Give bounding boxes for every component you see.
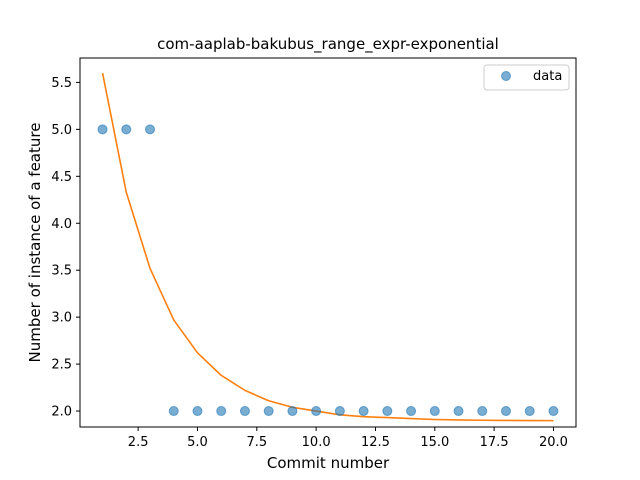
x-tick-label: 10.0	[302, 435, 331, 450]
x-tick-label: 5.0	[187, 435, 208, 450]
data-point	[311, 406, 322, 417]
y-tick-label: 4.0	[51, 217, 72, 232]
data-point	[477, 406, 488, 417]
y-axis-ticks: 2.0 2.5 3.0 3.5 4.0 4.5 5.0 5.5	[51, 76, 80, 420]
data-point	[287, 406, 298, 417]
data-point	[453, 406, 464, 417]
x-axis-ticks: 2.5 5.0 7.5 10.0 12.5 15.0 17.5 20.0	[128, 427, 568, 450]
data-point	[192, 406, 203, 417]
y-tick-label: 5.0	[51, 123, 72, 138]
data-point	[121, 124, 132, 135]
data-point	[216, 406, 227, 417]
x-tick-label: 20.0	[539, 435, 568, 450]
data-point	[145, 124, 156, 135]
legend: data	[483, 64, 570, 91]
data-point	[429, 406, 440, 417]
y-tick-label: 2.0	[51, 405, 72, 420]
y-tick-label: 2.5	[51, 358, 72, 373]
data-point	[358, 406, 369, 417]
data-point	[168, 406, 179, 417]
y-tick-label: 5.5	[51, 76, 72, 91]
y-tick-label: 3.0	[51, 311, 72, 326]
x-tick-label: 2.5	[128, 435, 149, 450]
x-tick-label: 12.5	[361, 435, 390, 450]
data-point	[97, 124, 108, 135]
data-point	[382, 406, 393, 417]
x-axis-label: Commit number	[267, 454, 390, 472]
x-tick-label: 17.5	[480, 435, 509, 450]
x-tick-label: 15.0	[420, 435, 449, 450]
legend-marker-data	[501, 71, 511, 81]
y-axis-label: Number of instance of a feature	[26, 123, 44, 363]
data-point	[500, 406, 511, 417]
plot-background	[80, 58, 576, 427]
data-point	[548, 406, 559, 417]
y-tick-label: 4.5	[51, 170, 72, 185]
fit-line	[101, 72, 554, 422]
legend-label-data: data	[533, 69, 562, 84]
series-layer	[97, 72, 559, 422]
chart-title: com-aaplab-bakubus_range_expr-exponentia…	[157, 35, 499, 54]
plot-frame	[79, 57, 577, 428]
x-tick-label: 7.5	[246, 435, 267, 450]
data-point	[239, 406, 250, 417]
data-point	[524, 406, 535, 417]
data-point	[263, 406, 274, 417]
y-tick-label: 3.5	[51, 264, 72, 279]
data-point	[334, 406, 345, 417]
data-point	[406, 406, 417, 417]
